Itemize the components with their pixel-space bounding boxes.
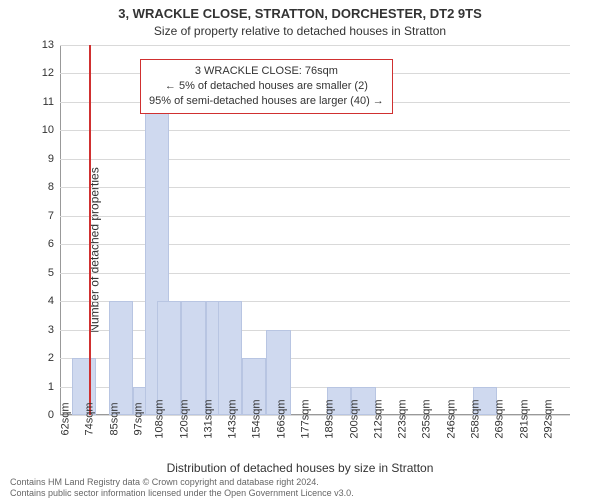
histogram-bar	[181, 301, 205, 415]
attribution-line1: Contains HM Land Registry data © Crown c…	[10, 477, 590, 487]
y-tick-label: 1	[48, 381, 60, 393]
x-tick-label: 97sqm	[128, 402, 144, 435]
x-tick-label: 235sqm	[417, 399, 433, 438]
histogram-bar	[218, 301, 242, 415]
x-tick-label: 212sqm	[368, 399, 384, 438]
callout-box: 3 WRACKLE CLOSE: 76sqm← 5% of detached h…	[140, 59, 393, 114]
attribution-line2: Contains public sector information licen…	[10, 488, 590, 498]
y-tick-label: 3	[48, 324, 60, 336]
histogram-bar	[157, 301, 181, 415]
title-sub: Size of property relative to detached ho…	[0, 24, 600, 38]
y-tick-label: 10	[42, 124, 60, 136]
grid-line	[60, 130, 570, 131]
attribution-text: Contains HM Land Registry data © Crown c…	[10, 477, 590, 498]
y-tick-label: 9	[48, 153, 60, 165]
x-tick-label: 154sqm	[247, 399, 263, 438]
chart-container: 3, WRACKLE CLOSE, STRATTON, DORCHESTER, …	[0, 0, 600, 500]
x-tick-label: 189sqm	[320, 399, 336, 438]
x-tick-label: 131sqm	[198, 399, 214, 438]
callout-line: ← 5% of detached houses are smaller (2)	[149, 79, 384, 94]
grid-line	[60, 330, 570, 331]
x-tick-label: 246sqm	[441, 399, 457, 438]
callout-line: 95% of semi-detached houses are larger (…	[149, 94, 384, 109]
title-main: 3, WRACKLE CLOSE, STRATTON, DORCHESTER, …	[0, 6, 600, 21]
y-tick-label: 13	[42, 39, 60, 51]
x-tick-label: 108sqm	[150, 399, 166, 438]
reference-line	[89, 45, 91, 415]
x-tick-label: 177sqm	[295, 399, 311, 438]
y-tick-label: 6	[48, 238, 60, 250]
grid-line	[60, 358, 570, 359]
grid-line	[60, 159, 570, 160]
x-tick-label: 143sqm	[223, 399, 239, 438]
y-tick-label: 12	[42, 67, 60, 79]
y-tick-label: 4	[48, 295, 60, 307]
x-axis-label: Distribution of detached houses by size …	[0, 461, 600, 475]
y-tick-label: 8	[48, 181, 60, 193]
x-tick-label: 200sqm	[344, 399, 360, 438]
grid-line	[60, 187, 570, 188]
x-tick-label: 269sqm	[490, 399, 506, 438]
grid-line	[60, 301, 570, 302]
x-tick-label: 292sqm	[538, 399, 554, 438]
grid-line	[60, 216, 570, 217]
x-tick-label: 281sqm	[514, 399, 530, 438]
grid-line	[60, 273, 570, 274]
x-tick-label: 258sqm	[465, 399, 481, 438]
x-tick-label: 74sqm	[80, 402, 96, 435]
grid-line	[60, 45, 570, 46]
y-tick-label: 7	[48, 210, 60, 222]
y-tick-label: 5	[48, 267, 60, 279]
x-tick-label: 62sqm	[56, 402, 72, 435]
y-tick-label: 2	[48, 352, 60, 364]
y-axis-line	[60, 45, 61, 415]
grid-line	[60, 244, 570, 245]
x-tick-label: 223sqm	[393, 399, 409, 438]
x-tick-label: 120sqm	[174, 399, 190, 438]
histogram-bar	[109, 301, 133, 415]
x-tick-label: 166sqm	[271, 399, 287, 438]
callout-line: 3 WRACKLE CLOSE: 76sqm	[149, 64, 384, 79]
x-tick-label: 85sqm	[104, 402, 120, 435]
y-tick-label: 11	[43, 96, 60, 108]
chart-area: 01234567891011121362sqm74sqm85sqm97sqm10…	[60, 45, 570, 415]
